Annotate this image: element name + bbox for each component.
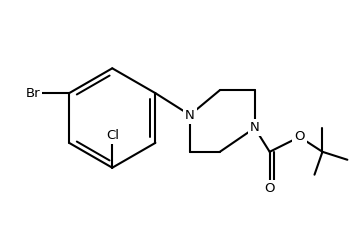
Text: N: N <box>185 109 195 122</box>
Text: O: O <box>294 130 305 143</box>
Text: O: O <box>264 182 275 195</box>
Text: N: N <box>250 121 260 134</box>
Text: Cl: Cl <box>106 129 119 142</box>
Text: Br: Br <box>25 87 40 100</box>
